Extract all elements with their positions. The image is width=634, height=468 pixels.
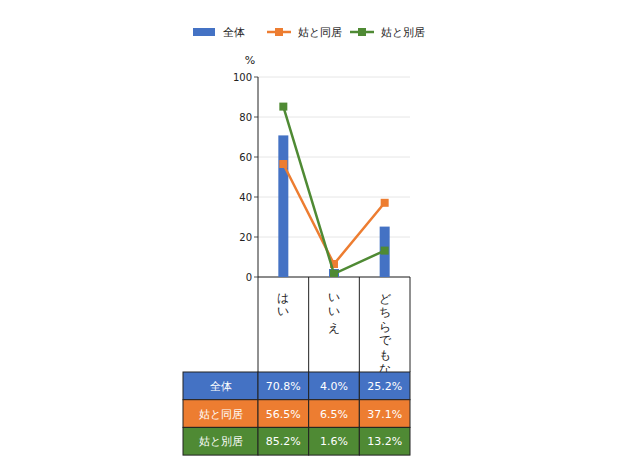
table-row-label: 全体 [210,380,232,393]
bar [329,269,339,277]
legend-marker [358,28,366,36]
axis-label: % [245,54,255,67]
category-label: どちらでもない [378,285,392,386]
marks [278,103,389,277]
legend-swatch [193,28,215,36]
line [283,107,384,274]
legend-marker [275,28,283,36]
tick-label: 80 [239,112,252,123]
table-row-label: 姑と別居 [199,435,243,448]
category-label: はい [276,285,290,316]
grid-line [258,77,410,78]
legend-label: 姑と別居 [381,26,425,39]
table-cell [183,400,258,428]
table-cell [359,372,410,400]
marker [381,247,389,255]
data-label: 13.2% [367,435,402,448]
tick-label: 60 [239,152,252,163]
data-label: 70.8% [266,380,301,393]
chart: 020406080100%はいいいえどちらでもない全体姑と同居姑と別居全体70.… [0,0,634,468]
data-label: 85.2% [266,435,301,448]
line [283,164,384,264]
category-label: いいえ [327,285,341,334]
data-label: 37.1% [367,408,402,421]
bar [380,227,390,277]
tick-mark [254,237,258,238]
data-label: 25.2% [367,380,402,393]
legend-label: 姑と同居 [298,26,342,39]
grid-line [258,117,410,118]
category-divider [359,277,360,372]
tick-mark [254,277,258,278]
table-cell [183,427,258,455]
tick-mark [254,197,258,198]
tick-label: 100 [233,72,252,83]
category-divider [410,277,411,372]
tick-mark [254,77,258,78]
data-label: 4.0% [320,380,348,393]
bar [278,135,288,277]
table-cell [359,427,410,455]
category-divider [308,277,309,372]
data-label: 6.5% [320,408,348,421]
table-cell [309,400,360,428]
marker [279,103,287,111]
table-cell [309,372,360,400]
axis-line [258,77,259,372]
legend-label: 全体 [223,26,245,39]
tick-label: 40 [239,192,252,203]
data-label: 56.5% [266,408,301,421]
table-cell [258,400,309,428]
table-row-label: 姑と同居 [199,408,243,421]
data-label: 1.6% [320,435,348,448]
tick-mark [254,117,258,118]
table-cell [258,427,309,455]
tick-mark [254,157,258,158]
table-cell [258,372,309,400]
marker [330,270,338,277]
table-cell [359,400,410,428]
tick-label: 20 [239,232,252,243]
marker [381,199,389,207]
table-cell [309,427,360,455]
marker [279,160,287,168]
tick-label: 0 [246,272,252,283]
table-cell [183,372,258,400]
